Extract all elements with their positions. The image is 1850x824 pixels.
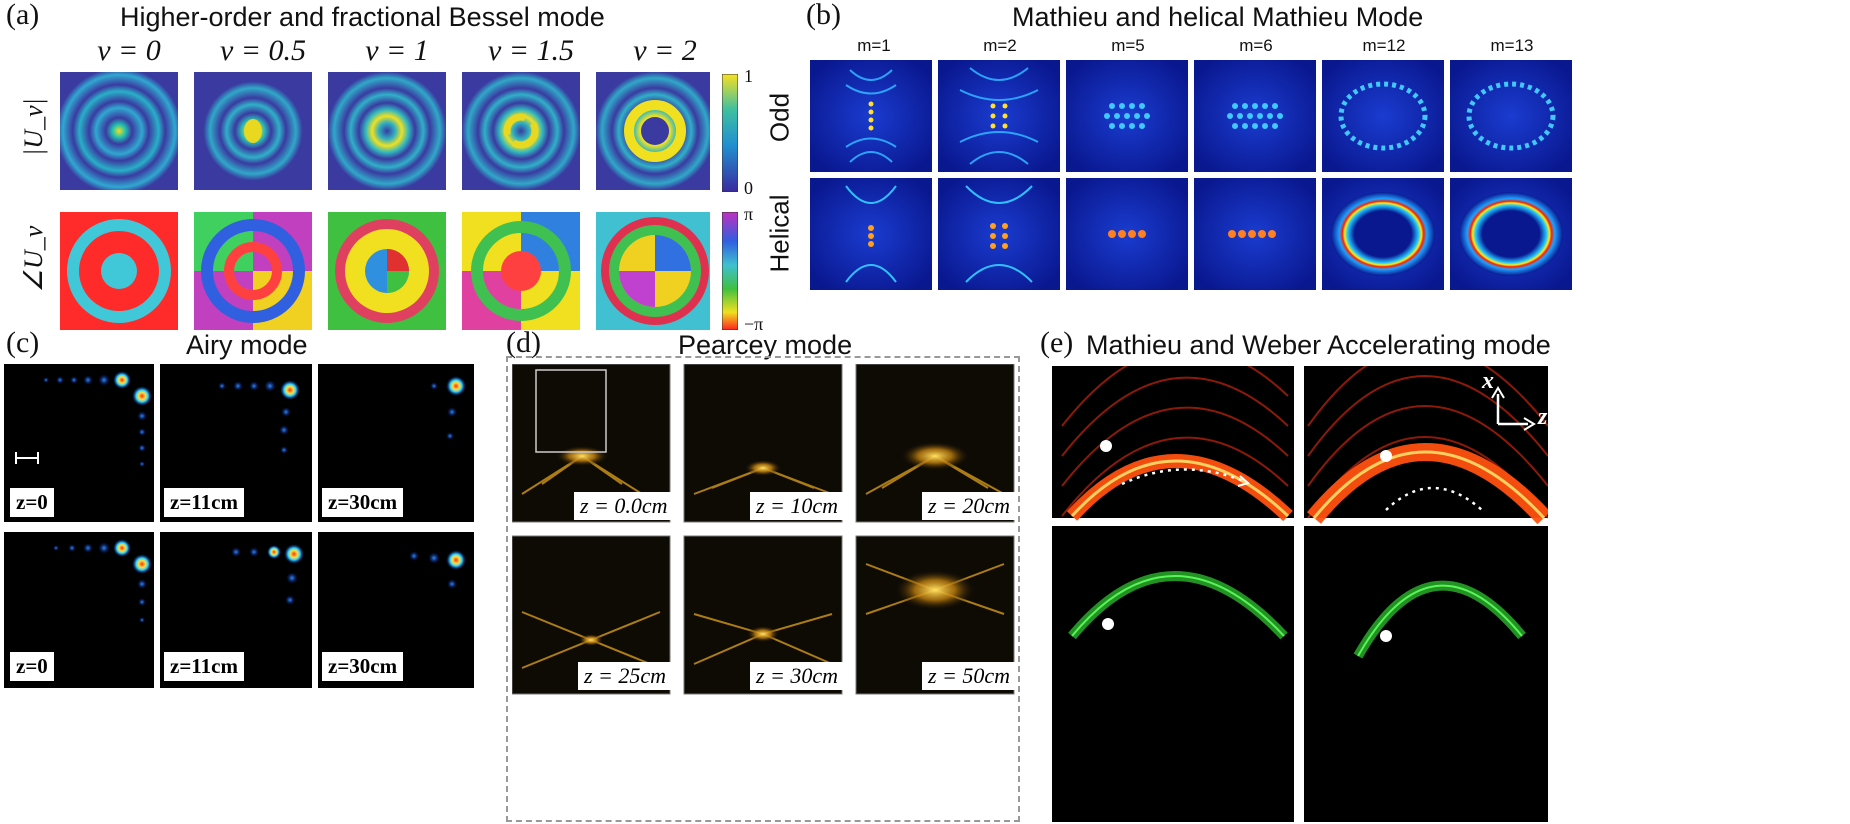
m-label: m=6 [1239, 36, 1273, 55]
nu-label: ν = 1 [365, 34, 429, 67]
pearcey-z-label: z = 0.0cm [574, 492, 674, 520]
axis-z-label: z [1538, 404, 1548, 430]
accel-start-dot [1100, 440, 1112, 452]
nu-label: ν = 1.5 [487, 34, 575, 67]
axis-x-label: x [1482, 368, 1494, 394]
nu-label: ν = 0.5 [219, 34, 307, 67]
panel-c-label: (c) [6, 326, 40, 359]
airy-grid [4, 364, 474, 824]
panel-a-label: (a) [6, 0, 40, 31]
panel-b-label: (b) [806, 0, 841, 31]
row-label-phase: ∠U_ν [19, 225, 48, 293]
panel-e-title: Mathieu and Weber Accelerating mode [1086, 330, 1551, 360]
pearcey-z-label: z = 30cm [750, 662, 845, 690]
accel-tile [1304, 526, 1548, 822]
amplitude-colorbar [722, 74, 738, 192]
amp-colorbar-top: 1 [744, 66, 753, 86]
bessel-amplitude-row [60, 72, 710, 330]
bessel-tile [328, 72, 446, 190]
mathieu-helical-tile [1066, 178, 1188, 290]
mathieu-grid [810, 60, 1572, 290]
accel-start-dot [1102, 618, 1114, 630]
pearcey-z-label: z = 20cm [922, 492, 1017, 520]
accel-start-dot [1380, 630, 1392, 642]
panel-d-label: (d) [506, 326, 541, 359]
mathieu-odd-tile [810, 60, 932, 172]
panel-a-title: Higher-order and fractional Bessel mode [120, 2, 605, 32]
m-label: m=2 [983, 36, 1017, 55]
amp-colorbar-bottom: 0 [744, 178, 753, 198]
nu-label: ν = 2 [633, 34, 697, 67]
m-label: m=13 [1490, 36, 1534, 55]
bessel-tile [462, 72, 580, 190]
mathieu-odd-tile [938, 60, 1060, 172]
panel-d-title: Pearcey mode [678, 330, 853, 360]
phase-colorbar-bottom: −π [744, 314, 764, 334]
panel-b-title: Mathieu and helical Mathieu Mode [1012, 2, 1424, 32]
panel-c-title: Airy mode [186, 330, 308, 360]
pearcey-frame [506, 356, 1020, 822]
pearcey-z-label: z = 25cm [578, 662, 673, 690]
m-label: m=1 [857, 36, 891, 55]
airy-z-label: z=30cm [322, 488, 404, 517]
amplitude-colorbar-fill [722, 74, 738, 192]
airy-z-label: z=0 [10, 652, 54, 681]
m-label: m=12 [1362, 36, 1406, 55]
pearcey-z-label: z = 50cm [922, 662, 1017, 690]
pearcey-z-label: z = 10cm [750, 492, 845, 520]
m-label: m=5 [1111, 36, 1145, 55]
mathieu-helical-tile [938, 178, 1060, 290]
phase-colorbar [722, 212, 738, 330]
airy-z-label: z=11cm [164, 488, 244, 517]
mathieu-odd-tile [1194, 60, 1316, 172]
accel-start-dot [1380, 450, 1392, 462]
accel-tile [1052, 526, 1294, 822]
airy-z-label: z=0 [10, 488, 54, 517]
row-label-amplitude: |U_ν| [19, 98, 48, 156]
airy-z-label: z=11cm [164, 652, 244, 681]
row-label-helical: Helical [764, 194, 795, 273]
panel-e-label: (e) [1040, 326, 1074, 359]
bessel-tile [60, 72, 178, 190]
nu-label: ν = 0 [97, 34, 161, 67]
accelerating-grid [1052, 366, 1548, 822]
phase-colorbar-top: π [744, 204, 754, 224]
pearcey-grid [512, 364, 1015, 695]
phase-colorbar-fill [722, 212, 738, 330]
airy-z-label: z=30cm [322, 652, 404, 681]
